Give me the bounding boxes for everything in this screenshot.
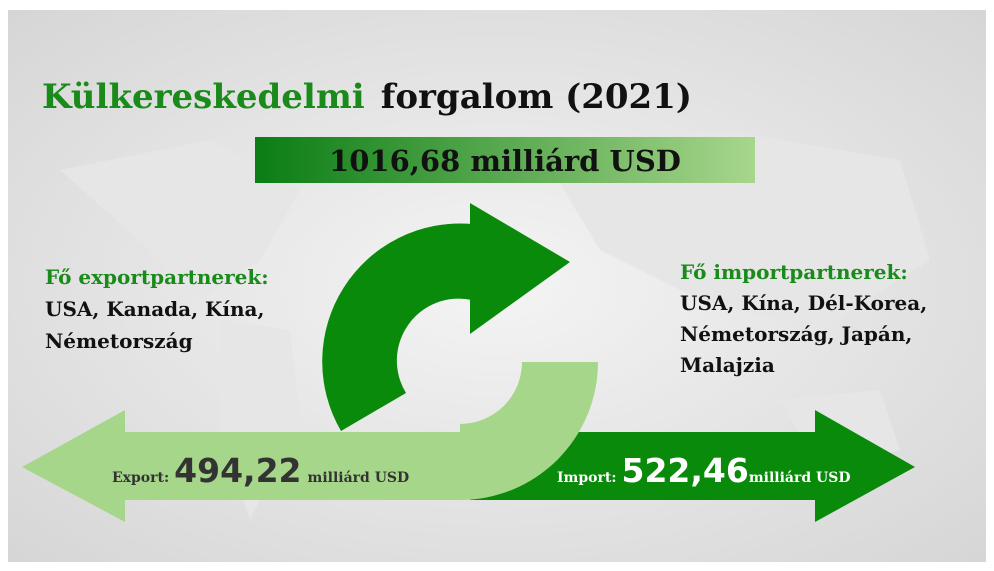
partner-line: USA, Kína, Dél-Korea, [680,291,927,315]
export-arrow [22,410,460,522]
cycle-light [460,362,598,500]
value: 494,22 [174,451,301,490]
title: Külkereskedelmi forgalom (2021) [42,77,692,117]
title-part: Külkereskedelmi [42,77,365,117]
export-label: Export: 494,22 milliárd USD [112,451,409,490]
value: 522,46 [622,451,749,490]
cycle-dark [322,223,472,431]
unit: milliárd USD [308,470,410,486]
label: Import: [557,470,617,486]
partner-line: Németország, Japán, [680,322,912,346]
import-heading: Fő importpartnerek: [680,260,908,284]
label: Export: [112,470,169,486]
partner-line: Németország [45,329,193,353]
import-label: Import: 522,46milliárd USD [557,451,851,490]
import-arrow [470,410,915,522]
total: 1016,68 milliárd USD [329,144,681,178]
unit: milliárd USD [749,470,851,486]
total-bar [255,137,755,183]
partner-line: Malajzia [680,353,775,377]
export-heading: Fő exportpartnerek: [45,265,269,289]
title-part: forgalom (2021) [381,77,692,117]
partner-line: USA, Kanada, Kína, [45,297,264,321]
cycle-arrowhead [470,203,570,334]
